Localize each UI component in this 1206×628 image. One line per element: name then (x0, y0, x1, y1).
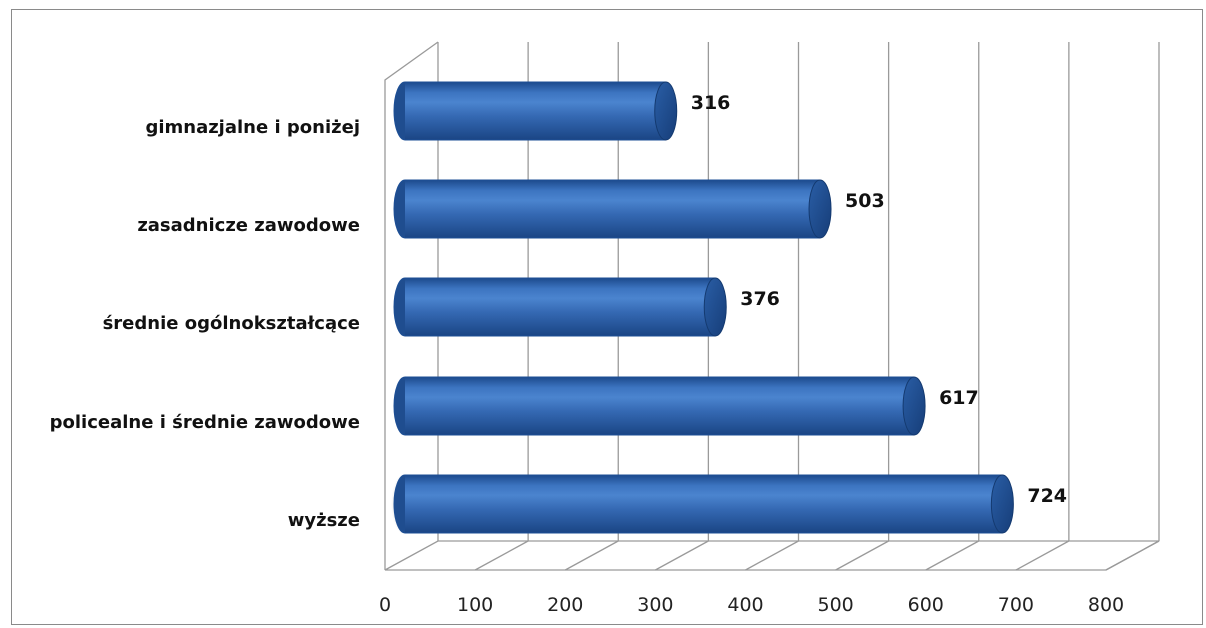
floor-gridline (564, 540, 619, 571)
value-label: 376 (740, 288, 780, 310)
tick-label: 500 (817, 594, 853, 616)
bar-body (405, 278, 716, 336)
bar (391, 473, 1014, 535)
value-label: 503 (845, 190, 885, 212)
labels: 0 100 200 300 400 500 600 700 800 316 gimnazjalne … (50, 92, 1124, 616)
bar-right-cap (902, 376, 926, 436)
tick-label: 600 (908, 594, 944, 616)
floor-gridline (474, 540, 529, 571)
floor-gridline (835, 540, 889, 571)
tick-label: 800 (1088, 594, 1124, 616)
bar-right-cap (703, 277, 727, 337)
floor-gridline (1105, 540, 1160, 571)
category-label: gimnazjalne i poniżej (145, 117, 360, 138)
bar-body (405, 377, 915, 435)
tick-label: 300 (637, 594, 673, 616)
bar (393, 179, 832, 239)
bars (391, 81, 1014, 535)
bar-right-cap (990, 474, 1014, 534)
left-wall (384, 41, 439, 570)
value-label: 617 (939, 387, 979, 409)
value-label: 724 (1027, 485, 1067, 507)
tick-label: 0 (379, 594, 391, 616)
bar-right-cap (654, 81, 678, 141)
bar (393, 81, 678, 141)
bar (393, 376, 926, 436)
floor-gridline (655, 540, 709, 571)
category-label: średnie ogólnokształcące (103, 313, 360, 334)
tick-label: 100 (457, 594, 493, 616)
category-label: zasadnicze zawodowe (137, 215, 360, 236)
floor-gridline (745, 540, 799, 571)
tick-label: 200 (547, 594, 583, 616)
tick-label: 400 (727, 594, 763, 616)
bar-body (405, 180, 821, 238)
bar (393, 277, 727, 337)
floor-gridline (925, 540, 980, 571)
bar-body (405, 82, 666, 140)
category-label: wyższe (288, 510, 360, 531)
tick-label: 700 (998, 594, 1034, 616)
bar-body (405, 475, 1003, 533)
value-label: 316 (691, 92, 731, 114)
bar-right-cap (808, 179, 832, 239)
category-label: policealne i średnie zawodowe (50, 412, 360, 433)
floor-gridline (1015, 540, 1070, 571)
